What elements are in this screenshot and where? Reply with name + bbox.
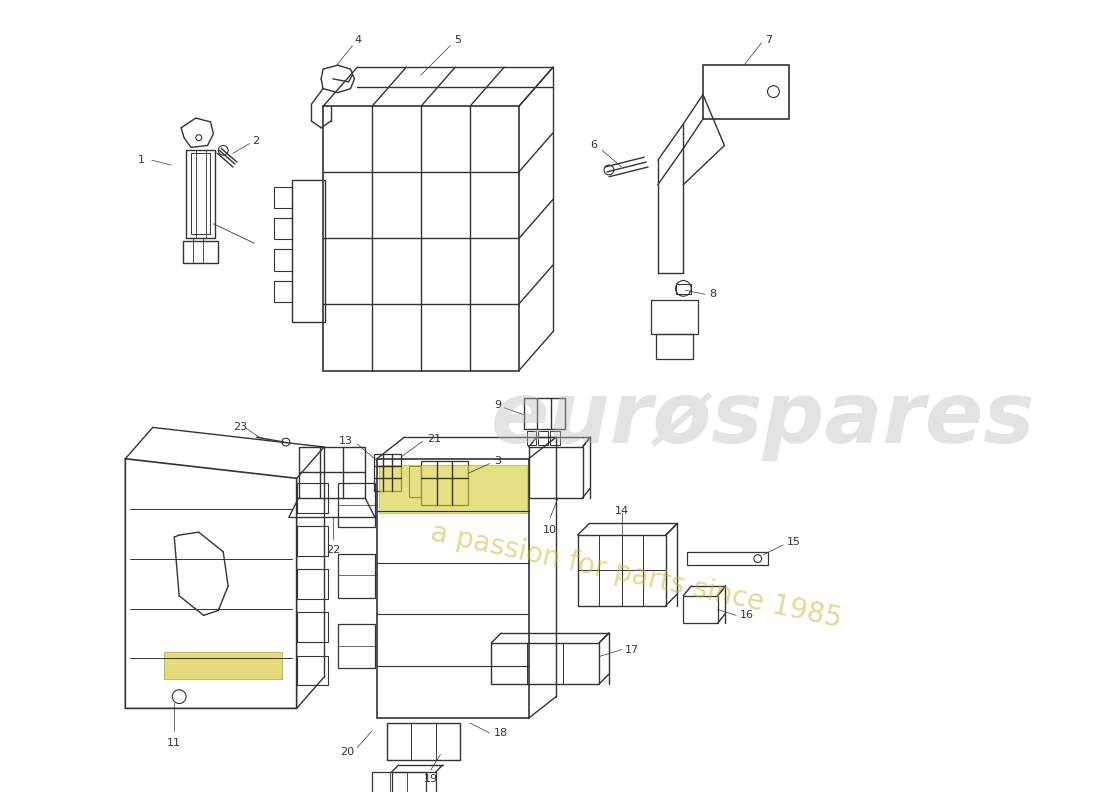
Bar — [392, 772, 436, 800]
Bar — [524, 398, 565, 430]
Bar — [688, 552, 768, 566]
Text: 1: 1 — [138, 155, 145, 165]
Bar — [550, 431, 560, 445]
Bar — [274, 281, 292, 302]
Text: 18: 18 — [494, 728, 507, 738]
Text: 5: 5 — [454, 34, 461, 45]
Text: 13: 13 — [339, 436, 352, 446]
Bar — [298, 447, 365, 498]
Text: 15: 15 — [788, 537, 801, 547]
Bar — [297, 613, 328, 642]
Bar — [191, 154, 210, 234]
Bar — [297, 526, 328, 556]
Bar — [274, 186, 292, 208]
Circle shape — [768, 86, 779, 98]
Bar — [539, 431, 548, 445]
Circle shape — [675, 281, 691, 296]
Circle shape — [196, 134, 201, 141]
Bar — [656, 334, 693, 359]
Bar — [675, 285, 691, 294]
Bar — [527, 431, 537, 445]
Bar — [183, 242, 218, 263]
Bar — [421, 461, 468, 505]
Bar — [338, 483, 375, 527]
Bar — [338, 624, 375, 668]
Text: a passion for parts since 1985: a passion for parts since 1985 — [428, 519, 845, 634]
Bar — [492, 642, 600, 684]
Text: 19: 19 — [424, 774, 438, 784]
Bar — [297, 570, 328, 598]
Text: 6: 6 — [591, 141, 597, 150]
Bar — [165, 652, 282, 679]
Bar — [387, 723, 460, 760]
Text: 7: 7 — [766, 34, 772, 45]
Bar — [529, 447, 583, 498]
Text: 17: 17 — [625, 645, 639, 654]
Bar — [651, 300, 698, 334]
Bar — [409, 466, 421, 497]
Bar — [292, 180, 324, 322]
Bar — [378, 465, 527, 513]
Bar — [274, 218, 292, 239]
Bar — [274, 250, 292, 270]
Bar — [323, 106, 519, 370]
Bar — [186, 150, 216, 238]
Bar — [377, 458, 529, 718]
Circle shape — [754, 554, 761, 562]
Bar — [372, 772, 426, 800]
Text: 23: 23 — [233, 422, 246, 431]
Bar — [338, 554, 375, 598]
Text: 3: 3 — [494, 456, 502, 466]
Text: 14: 14 — [615, 506, 629, 516]
Text: 9: 9 — [494, 400, 502, 410]
Bar — [374, 454, 401, 491]
Text: 10: 10 — [543, 526, 558, 535]
Text: 20: 20 — [340, 747, 354, 758]
Text: eurøspares: eurøspares — [492, 378, 1036, 461]
Text: 2: 2 — [253, 135, 260, 146]
Text: 22: 22 — [326, 545, 340, 555]
Text: 21: 21 — [427, 434, 441, 444]
Bar — [703, 65, 789, 119]
Text: 16: 16 — [740, 610, 755, 620]
Text: 8: 8 — [708, 290, 716, 299]
Bar — [578, 535, 666, 606]
Text: 4: 4 — [354, 34, 362, 45]
Circle shape — [604, 165, 614, 175]
Text: 11: 11 — [167, 738, 182, 748]
Circle shape — [218, 146, 228, 155]
Bar — [297, 655, 328, 685]
Bar — [297, 483, 328, 513]
Circle shape — [282, 438, 289, 446]
Bar — [683, 596, 717, 623]
Circle shape — [173, 690, 186, 703]
